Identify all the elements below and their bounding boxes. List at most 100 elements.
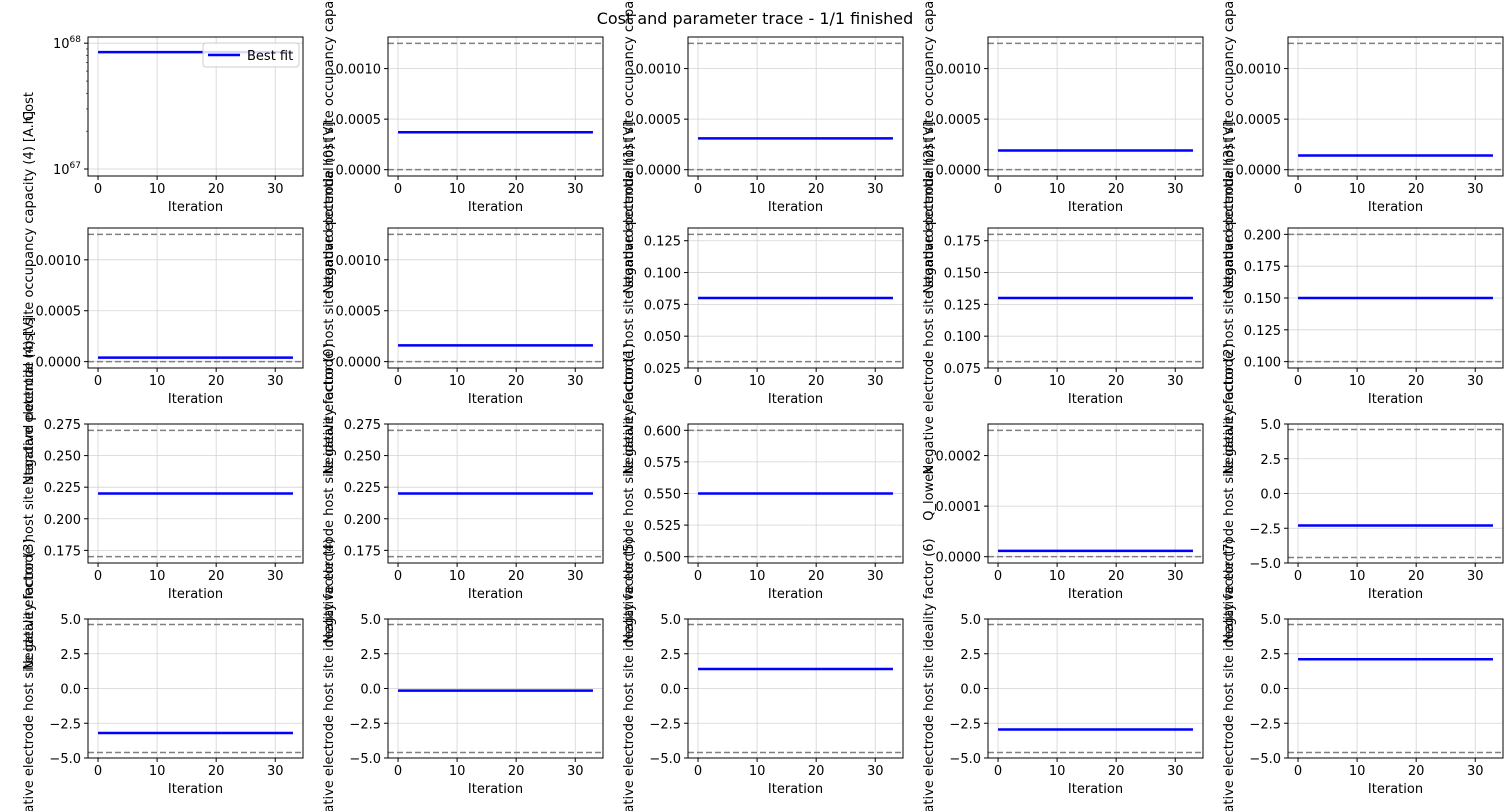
x-tick-label: 0 — [994, 764, 1002, 779]
y-axis-label: Negative electrode host site ideality fa… — [622, 343, 637, 643]
plot-area — [388, 424, 603, 563]
x-axis-label: Iteration — [168, 587, 223, 602]
y-tick-label: 0.0 — [360, 683, 381, 698]
y-tick-label: 0.0 — [660, 683, 681, 698]
x-tick-label: 30 — [1467, 182, 1484, 197]
y-axis-label: Cost — [22, 92, 37, 121]
y-tick-label-exponent: 67 — [70, 161, 81, 171]
y-axis-label: Negative electrode host site ideality fa… — [1222, 343, 1237, 643]
x-tick-label: 10 — [749, 374, 766, 389]
plot-area — [88, 228, 303, 368]
x-axis-label: Iteration — [468, 587, 523, 602]
x-axis-label: Iteration — [468, 200, 523, 215]
y-tick-label: 0.100 — [1244, 356, 1281, 371]
x-tick-label: 10 — [449, 182, 466, 197]
y-tick-label: 0.0000 — [936, 164, 982, 179]
axes-frame — [987, 36, 1204, 177]
y-tick-label: 5.0 — [60, 613, 81, 628]
subplot-3: 0 10 20 30 Iteration 0.0000 0.0005 0.0010Negati… — [622, 0, 904, 294]
y-tick-label: 0.125 — [644, 235, 681, 250]
x-tick-label: 20 — [1408, 764, 1425, 779]
x-tick-label: 30 — [867, 764, 884, 779]
x-tick-label: 30 — [267, 764, 284, 779]
x-tick-label: 20 — [808, 569, 825, 584]
x-tick-label: 20 — [1108, 569, 1125, 584]
y-tick-label: 0.175 — [344, 544, 381, 559]
y-tick-label: 0.0000 — [1236, 164, 1282, 179]
y-tick-label: −5.0 — [49, 752, 81, 767]
x-tick-label: 30 — [267, 569, 284, 584]
axes-frame — [987, 423, 1204, 564]
x-tick-label: 10 — [1349, 764, 1366, 779]
y-tick-label: 0.100 — [644, 267, 681, 282]
y-tick-label: 1067 — [53, 161, 81, 178]
y-tick-label: 0.0005 — [936, 113, 982, 128]
subplot-17: 0 10 20 30 Iteration −5.0 −2.5 0.0 2.5 5.0 Negativ… — [322, 538, 604, 811]
y-tick-label: 0.200 — [1244, 228, 1281, 243]
plot-area — [388, 619, 603, 758]
y-tick-label: 0.275 — [344, 418, 381, 433]
y-tick-label: −5.0 — [649, 752, 681, 767]
y-axis-label: Negative electrode host site standard po… — [322, 122, 337, 475]
y-tick-label: 0.0 — [960, 683, 981, 698]
y-tick-label: −5.0 — [949, 752, 981, 767]
y-axis-label: Negative electrode host site ideality fa… — [322, 538, 337, 811]
plot-area — [988, 424, 1203, 563]
x-tick-label: 10 — [1349, 569, 1366, 584]
x-tick-label: 30 — [867, 569, 884, 584]
subplot-18: 0 10 20 30 Iteration −5.0 −2.5 0.0 2.5 5.0 Negativ… — [622, 538, 904, 811]
plot-area — [688, 424, 903, 563]
y-tick-label: 0.600 — [644, 424, 681, 439]
y-tick-label: 0.0010 — [936, 63, 982, 78]
plot-area — [1288, 37, 1503, 176]
x-tick-label: 20 — [1108, 764, 1125, 779]
y-axis-label: Negative electrode host site ideality fa… — [1222, 538, 1237, 811]
y-tick-label: 0.0002 — [936, 450, 982, 465]
x-tick-label: 0 — [694, 764, 702, 779]
x-tick-label: 20 — [208, 764, 225, 779]
y-tick-label: 0.075 — [944, 362, 981, 377]
y-tick-label: 0.0000 — [336, 356, 382, 371]
plot-area — [388, 228, 603, 368]
x-tick-label: 0 — [94, 374, 102, 389]
y-axis-label: Negative electrode host site standard po… — [1222, 122, 1237, 475]
y-tick-label: −5.0 — [349, 752, 381, 767]
axes-frame — [387, 36, 604, 177]
x-tick-label: 30 — [267, 374, 284, 389]
x-axis-label: Iteration — [1368, 200, 1423, 215]
y-tick-label: 0.175 — [944, 235, 981, 250]
x-axis-label: Iteration — [468, 392, 523, 407]
x-tick-label: 0 — [994, 569, 1002, 584]
y-tick-label: 0.275 — [44, 418, 81, 433]
y-tick-label: 2.5 — [360, 648, 381, 663]
x-tick-label: 10 — [449, 374, 466, 389]
y-tick-label: 0.050 — [644, 330, 681, 345]
x-tick-label: 30 — [567, 569, 584, 584]
y-tick-label: 0.0010 — [636, 63, 682, 78]
y-tick-label: 5.0 — [1260, 418, 1281, 433]
y-tick-label: 2.5 — [1260, 453, 1281, 468]
x-tick-label: 30 — [1167, 764, 1184, 779]
plot-area — [88, 619, 303, 758]
x-axis-label: Iteration — [168, 392, 223, 407]
plot-area — [688, 619, 903, 758]
x-tick-label: 20 — [508, 764, 525, 779]
axes-frame — [87, 36, 304, 177]
y-axis-label: Negative electrode host site standard po… — [622, 122, 637, 475]
x-axis-label: Iteration — [168, 200, 223, 215]
x-axis-label: Iteration — [468, 782, 523, 797]
x-tick-label: 0 — [994, 374, 1002, 389]
y-tick-label-base: 10 — [53, 37, 70, 52]
y-tick-label: 0.0010 — [36, 254, 82, 269]
x-tick-label: 20 — [1408, 182, 1425, 197]
y-tick-label: 0.150 — [944, 267, 981, 282]
x-axis-label: Iteration — [1068, 782, 1123, 797]
y-axis-label: Negative electrode host site ideality fa… — [22, 538, 37, 811]
x-axis-label: Iteration — [1068, 392, 1123, 407]
axes-frame — [87, 227, 304, 369]
x-tick-label: 30 — [1167, 569, 1184, 584]
y-tick-label: 0.125 — [1244, 324, 1281, 339]
plot-area — [688, 228, 903, 368]
subplot-15: 0 10 20 30 Iteration −5.0 −2.5 0.0 2.5 5.0 Negativ… — [1222, 343, 1504, 644]
x-tick-label: 10 — [1049, 764, 1066, 779]
